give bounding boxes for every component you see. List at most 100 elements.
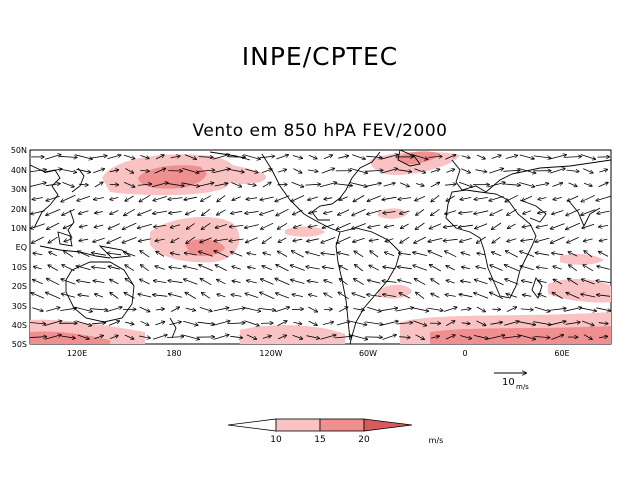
wind-vector [262, 266, 272, 271]
wind-vector [395, 308, 414, 312]
wind-vector [380, 321, 398, 326]
wind-vector [107, 253, 122, 255]
wind-vector [399, 253, 411, 255]
wind-vector [307, 281, 319, 283]
wind-vector [49, 252, 58, 257]
lat-label: 30N [11, 185, 27, 194]
wind-vector [259, 156, 275, 158]
wind-vector [45, 184, 60, 187]
wind-vector [533, 321, 551, 325]
wind-vector [122, 237, 137, 242]
wind-vector [582, 279, 595, 285]
wind-vector [293, 239, 303, 241]
wind-vector [217, 294, 226, 298]
latitude-labels: 50N 40N 30N 20N 10N EQ 10S 20S 30S 40S 5… [11, 146, 27, 349]
wind-vector [94, 182, 103, 188]
wind-vector [415, 184, 424, 186]
lat-label: 10S [12, 263, 27, 272]
wind-vector [245, 211, 259, 213]
wind-vector [414, 168, 425, 173]
colorbar-segment-15-20 [319, 418, 365, 432]
wind-vector [227, 308, 245, 312]
wind-vector [353, 309, 364, 311]
wind-vector [247, 253, 257, 255]
wind-vector [352, 154, 365, 159]
wind-vector [551, 335, 563, 340]
wind-vector [459, 212, 473, 214]
wind-vector [429, 223, 442, 229]
wind-vector [398, 280, 412, 284]
wind-vector [596, 307, 610, 311]
wind-vector [169, 212, 182, 214]
wind-vector [200, 237, 212, 243]
lat-label: 50S [12, 340, 27, 349]
wind-vector [31, 293, 45, 299]
wind-vector [370, 251, 379, 258]
wind-vector [169, 322, 181, 326]
wind-vector [155, 266, 165, 270]
wind-vector [199, 265, 213, 272]
wind-vector [243, 154, 260, 160]
wind-vector [321, 253, 336, 255]
wind-vector [349, 168, 367, 173]
wind-vector [292, 334, 303, 339]
wind-vector [61, 194, 76, 201]
wind-vector [156, 252, 165, 257]
wind-vector [217, 209, 226, 215]
wind-vector [487, 182, 505, 188]
wind-vector [95, 294, 104, 298]
wind-vector [200, 279, 212, 286]
wind-vector [380, 155, 398, 160]
wind-vector [33, 280, 43, 285]
wind-vector [549, 321, 566, 326]
colorbar-unit: m/s [429, 436, 444, 445]
wind-vector [462, 267, 470, 269]
wind-vector [166, 182, 185, 186]
wind-vector [339, 279, 348, 285]
wind-vector [459, 225, 473, 227]
wind-vector [474, 198, 488, 200]
wind-vector [353, 195, 365, 201]
wind-vector [431, 279, 440, 285]
wind-vector [139, 194, 151, 201]
wind-vector [548, 308, 566, 311]
wind-vector [323, 267, 334, 269]
wind-vector [411, 154, 428, 160]
wind-vector [47, 222, 60, 229]
wind-vector [523, 295, 532, 297]
wind-vector [306, 335, 320, 339]
wind-vector [260, 196, 274, 200]
wind-vector [198, 157, 213, 158]
shade-east-pacific [285, 226, 325, 237]
wind-vector [232, 196, 241, 201]
wind-vector [212, 155, 230, 160]
wind-vector [137, 184, 151, 186]
wind-vector [552, 253, 564, 255]
wind-vector [305, 184, 320, 185]
wind-vector [599, 225, 609, 227]
wind-vector [231, 211, 243, 213]
wind-vector [536, 224, 549, 227]
wind-vector [324, 309, 332, 310]
wind-vector [583, 265, 594, 272]
wind-vector [64, 238, 73, 242]
wind-vector [197, 183, 214, 187]
wind-vector [415, 196, 426, 200]
wind-vector [324, 211, 333, 213]
wind-vector [275, 307, 289, 313]
wind-vector [184, 279, 198, 285]
wind-vector [169, 294, 183, 298]
wind-vector [458, 181, 473, 187]
wind-vector [534, 337, 550, 338]
wind-vector [505, 279, 519, 285]
wind-vector [106, 307, 122, 313]
wind-vector [48, 236, 58, 243]
wind-vector [414, 279, 426, 286]
wind-vector [93, 237, 105, 242]
wind-vector [261, 222, 274, 229]
wind-vector [217, 195, 226, 201]
wind-vector [548, 155, 566, 160]
lat-label: 40S [12, 321, 27, 330]
wind-vector [352, 208, 366, 215]
wind-vector [248, 267, 256, 269]
